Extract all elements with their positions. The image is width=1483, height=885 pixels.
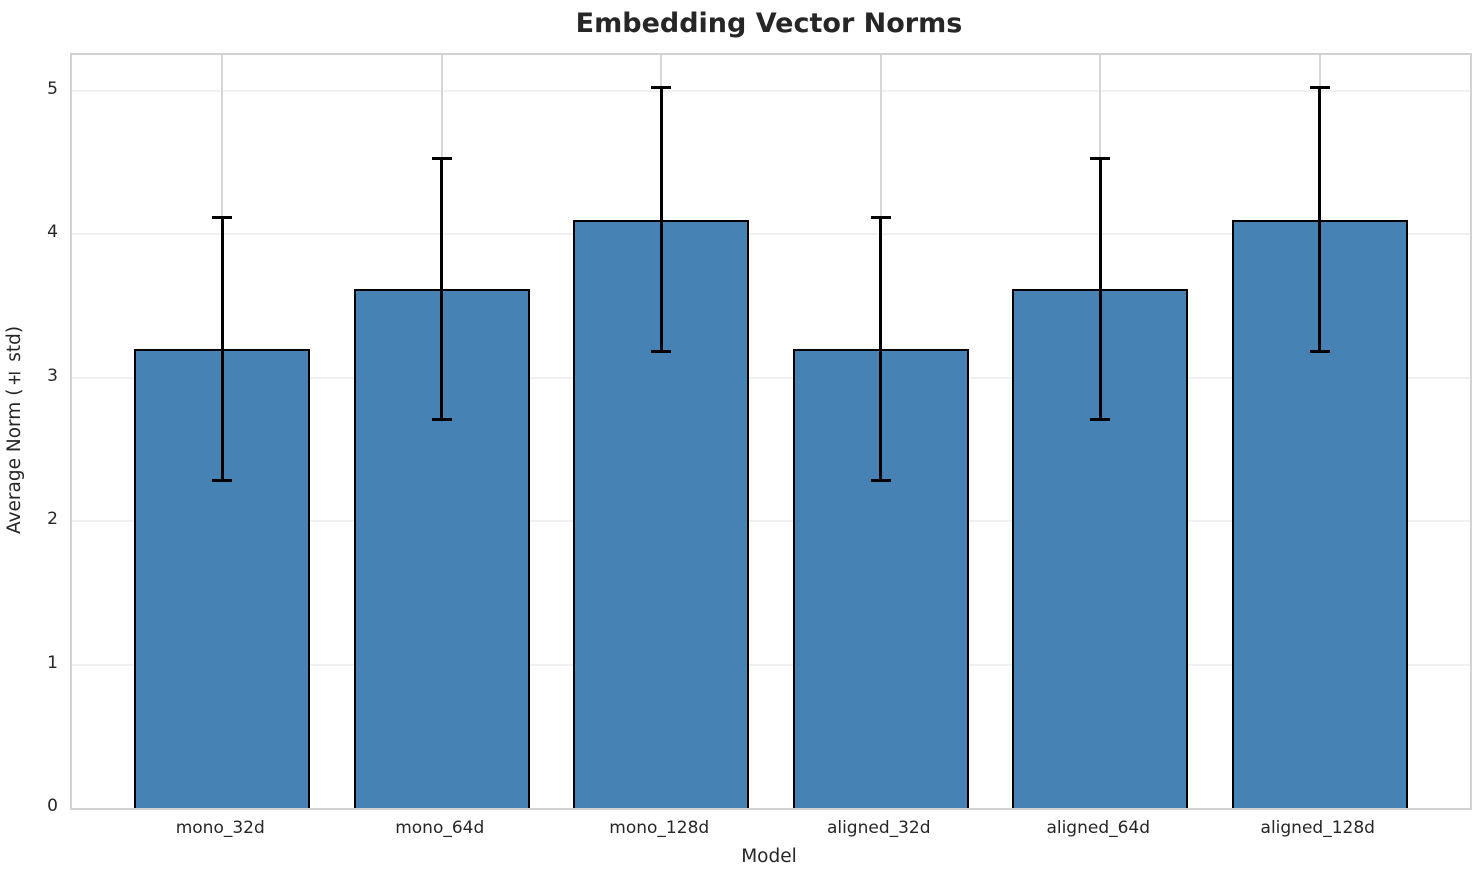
error-cap-bottom-mono_64d [431, 417, 452, 421]
y-tick-label: 2 [47, 509, 58, 530]
error-bar-aligned_128d [1318, 87, 1322, 352]
horizontal-gridline [72, 233, 1470, 236]
error-cap-top-mono_64d [431, 156, 452, 160]
horizontal-gridline [72, 376, 1470, 379]
y-tick-label: 4 [47, 222, 58, 243]
error-cap-bottom-mono_128d [651, 350, 672, 354]
error-cap-top-aligned_128d [1309, 86, 1330, 90]
error-cap-top-mono_32d [212, 215, 233, 219]
y-tick-label: 3 [47, 365, 58, 386]
horizontal-gridline [72, 663, 1470, 666]
error-cap-bottom-mono_32d [212, 479, 233, 483]
error-cap-top-mono_128d [651, 86, 672, 90]
error-bar-mono_64d [440, 158, 444, 420]
y-tick-label: 0 [47, 796, 58, 816]
chart-title: Embedding Vector Norms [575, 8, 963, 39]
x-tick-label-aligned_128d: aligned_128d [1260, 818, 1375, 838]
error-bar-aligned_32d [879, 217, 883, 481]
y-tick-label: 5 [47, 78, 58, 99]
x-tick-label-mono_128d: mono_128d [609, 818, 710, 838]
x-tick-label-aligned_32d: aligned_32d [826, 818, 931, 838]
error-bar-mono_128d [659, 87, 663, 352]
y-axis-label: Average Norm (± std) [4, 325, 25, 534]
x-tick-label-mono_32d: mono_32d [175, 818, 265, 838]
error-cap-bottom-aligned_32d [870, 479, 891, 483]
x-tick-label-mono_64d: mono_64d [395, 818, 485, 838]
x-tick-label-aligned_64d: aligned_64d [1046, 818, 1151, 838]
error-cap-top-aligned_64d [1090, 156, 1111, 160]
error-bar-aligned_64d [1098, 158, 1102, 420]
error-cap-bottom-aligned_64d [1090, 417, 1111, 421]
plot-area [70, 53, 1472, 810]
error-cap-top-aligned_32d [870, 215, 891, 219]
y-tick-label: 1 [47, 652, 58, 673]
error-bar-mono_32d [220, 217, 224, 481]
x-axis-label: Model [741, 846, 797, 867]
horizontal-gridline [72, 89, 1470, 92]
horizontal-gridline [72, 520, 1470, 523]
error-cap-bottom-aligned_128d [1309, 350, 1330, 354]
